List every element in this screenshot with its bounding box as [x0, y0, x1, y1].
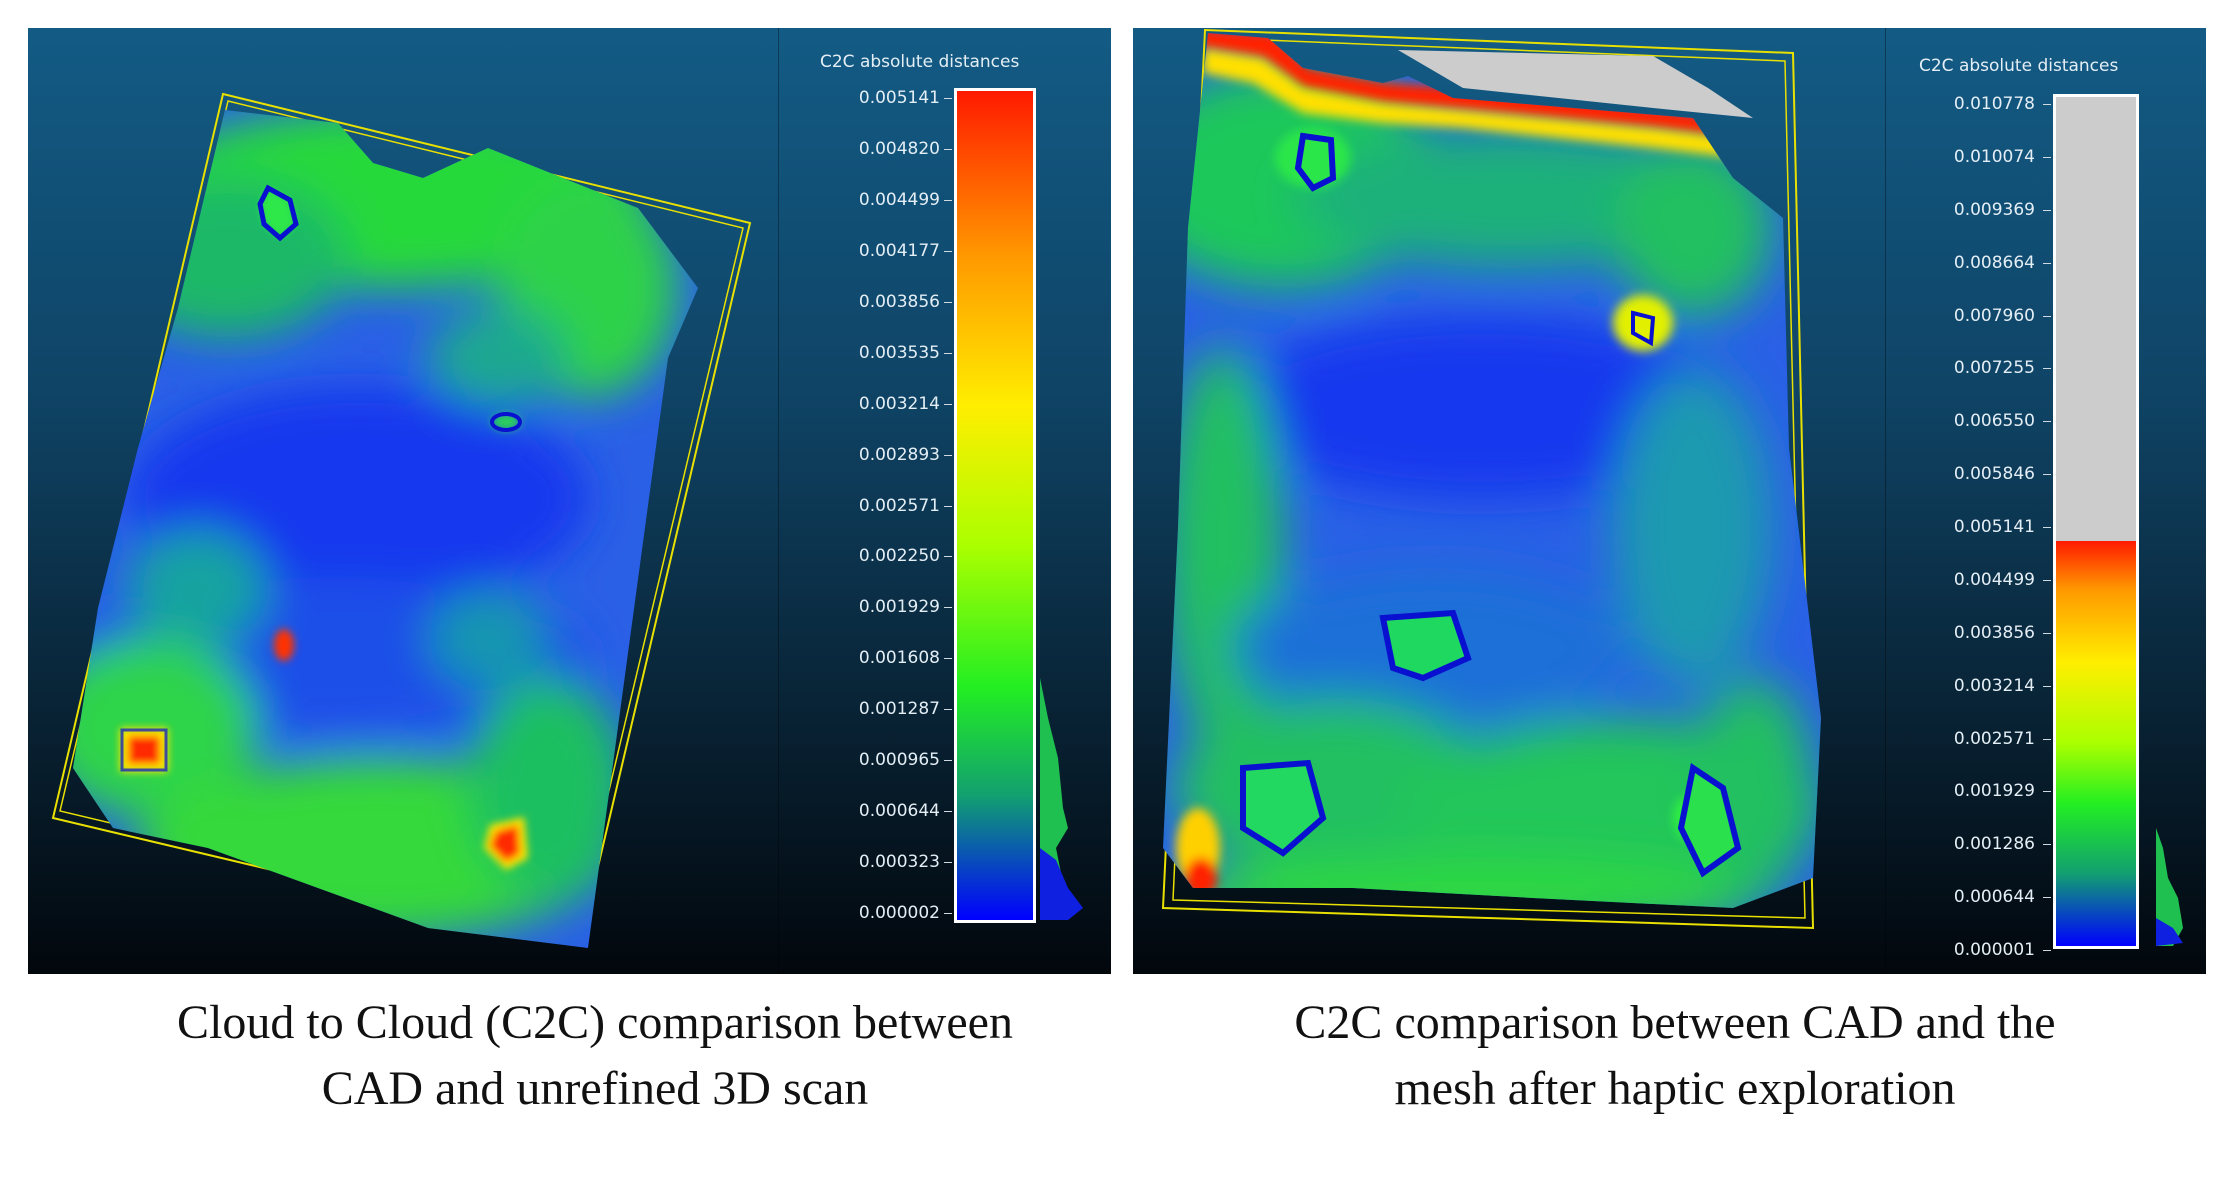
scale-tick-mark — [944, 250, 952, 252]
panel-divider — [1885, 28, 1886, 974]
scale-tick-label: 0.004499 — [858, 189, 940, 210]
scale-tick-label: 0.007255 — [1953, 358, 2035, 379]
scale-tick-mark — [2043, 474, 2051, 476]
scale-tick-label: 0.000001 — [1953, 940, 2035, 960]
scale-tick-mark — [2043, 421, 2051, 423]
caption-left: Cloud to Cloud (C2C) comparison between … — [177, 996, 1013, 1115]
scale-tick-label: 0.003856 — [1953, 622, 2035, 643]
color-scale-bar — [2053, 94, 2139, 949]
scale-tick-mark — [944, 98, 952, 99]
scale-tick-label: 0.003856 — [858, 291, 940, 312]
scale-tick-mark — [944, 352, 952, 354]
scale-tick-label: 0.006550 — [1953, 411, 2035, 432]
scale-tick-label: 0.010074 — [1953, 146, 2035, 167]
scale-tick-label: 0.002571 — [858, 495, 940, 516]
scale-tick-mark — [2043, 527, 2051, 528]
scale-tick-mark — [2043, 632, 2051, 634]
scale-tick-label: 0.001287 — [858, 699, 940, 720]
scale-tick-label: 0.000323 — [858, 852, 940, 873]
scale-tick-label: 0.000002 — [858, 903, 940, 923]
color-scale-bar — [954, 88, 1036, 923]
scale-tick-mark — [2043, 791, 2051, 793]
scale-tick-mark — [2043, 844, 2051, 846]
scale-tick-label: 0.001286 — [1953, 834, 2035, 855]
scale-tick-mark — [944, 301, 952, 303]
scale-tick-label: 0.004499 — [1953, 569, 2035, 590]
scale-tick-label: 0.000965 — [858, 750, 940, 771]
scale-tick-label: 0.007960 — [1953, 305, 2035, 326]
scale-tick-mark — [2043, 104, 2051, 105]
scale-tick-label: 0.002893 — [858, 444, 940, 465]
scale-tick-label: 0.001929 — [1953, 781, 2035, 802]
out-of-range-region — [1398, 50, 1753, 118]
mesh-render — [1161, 28, 2183, 946]
scale-tick-mark — [2043, 897, 2051, 899]
scale-tick-mark — [2043, 950, 2051, 951]
scale-tick-mark — [2043, 579, 2051, 581]
scale-tick-mark — [944, 454, 952, 456]
scale-tick-label: 0.000644 — [858, 801, 940, 822]
scale-tick-mark — [944, 658, 952, 660]
scale-tick-mark — [944, 505, 952, 507]
scale-tick-mark — [944, 607, 952, 609]
scale-tick-mark — [2043, 262, 2051, 264]
distance-heatmap — [1163, 33, 1821, 908]
distance-heatmap — [73, 110, 698, 948]
scale-tick-label: 0.001608 — [858, 648, 940, 669]
scale-tick-label: 0.004820 — [858, 138, 940, 159]
scale-tick-mark — [944, 556, 952, 558]
scale-tick-mark — [2043, 738, 2051, 740]
scale-tick-mark — [944, 913, 952, 914]
scale-tick-label: 0.004177 — [858, 240, 940, 261]
scale-tick-label: 0.000644 — [1953, 887, 2035, 908]
scale-tick-label: 0.003535 — [858, 342, 940, 363]
distance-histogram — [2156, 828, 2183, 946]
scale-tick-label: 0.005846 — [1953, 464, 2035, 485]
panel-divider — [778, 28, 779, 974]
scale-tick-mark — [944, 862, 952, 864]
scale-tick-label: 0.002571 — [1953, 728, 2035, 749]
c2c-view-haptic-mesh[interactable]: C2C absolute distances 0.010778 0.010074 0… — [1133, 28, 2206, 974]
scale-tick-label: 0.005141 — [858, 88, 940, 108]
scale-tick-label: 0.003214 — [1953, 675, 2035, 696]
scale-tick-label: 0.009369 — [1953, 199, 2035, 220]
scale-tick-label: 0.005141 — [1953, 517, 2035, 537]
scale-tick-label: 0.001929 — [858, 597, 940, 618]
scale-tick-mark — [2043, 315, 2051, 317]
scale-tick-mark — [2043, 156, 2051, 158]
scale-tick-label: 0.010778 — [1953, 94, 2035, 114]
scale-tick-mark — [944, 760, 952, 762]
scale-tick-mark — [2043, 685, 2051, 687]
scale-tick-mark — [944, 709, 952, 711]
in-range-color-segment — [2056, 541, 2136, 946]
scale-tick-mark — [944, 811, 952, 813]
scale-tick-label: 0.002250 — [858, 546, 940, 567]
scale-tick-mark — [944, 403, 952, 405]
scale-tick-mark — [2043, 368, 2051, 370]
caption-right: C2C comparison between CAD and the mesh … — [1294, 996, 2056, 1115]
point-cloud-render — [51, 92, 1083, 948]
scale-tick-mark — [2043, 209, 2051, 211]
scale-tick-mark — [944, 148, 952, 150]
scale-tick-label: 0.008664 — [1953, 252, 2035, 273]
scale-tick-mark — [944, 199, 952, 201]
scale-title: C2C absolute distances — [1919, 56, 2119, 76]
scale-tick-label: 0.003214 — [858, 393, 940, 414]
c2c-view-unrefined-scan[interactable]: C2C absolute distances 0.005141 0.004820 0… — [28, 28, 1111, 974]
scale-title: C2C absolute distances — [820, 52, 1020, 72]
